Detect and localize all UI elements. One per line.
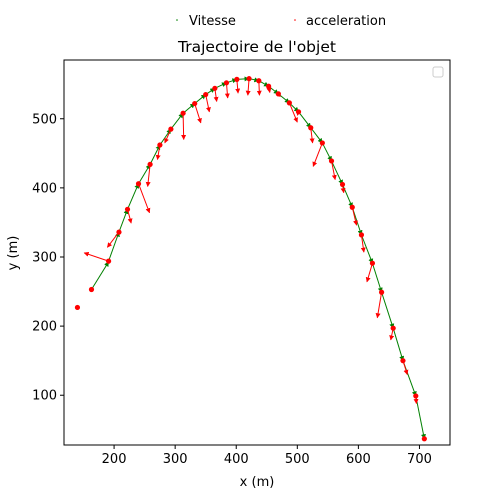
x-tick-label-700: 700 <box>407 452 432 467</box>
x-tick-label-500: 500 <box>285 452 310 467</box>
x-tick-label-600: 600 <box>346 452 371 467</box>
x-tick-label-400: 400 <box>224 452 249 467</box>
trajectory-point-12 <box>212 85 218 91</box>
velocity-arrow-2 <box>118 208 129 233</box>
trajectory-point-24 <box>339 181 346 188</box>
velocity-arrow-21 <box>321 142 332 162</box>
x-axis-title: x (m) <box>240 475 275 490</box>
trajectory-point-23 <box>328 158 335 164</box>
trajectory-point-30 <box>400 358 406 364</box>
chart-title: Trajectoire de l'objet <box>177 38 336 56</box>
velocity-arrow-23 <box>342 184 353 208</box>
trajectory-point-5 <box>135 181 142 187</box>
trajectory-point-22 <box>319 140 325 146</box>
velocity-arrow-19 <box>298 111 312 129</box>
velocity-arrow-20 <box>310 127 323 144</box>
plot-frame <box>63 59 451 446</box>
trajectory-point-18 <box>275 91 281 97</box>
velocity-arrow-5 <box>149 144 161 165</box>
trajectory-point-16 <box>256 78 262 84</box>
inner-legend-box <box>432 66 444 78</box>
legend-label-vitesse: Vitesse <box>189 14 236 29</box>
trajectory-point-0 <box>74 304 81 311</box>
acceleration-arrow-17 <box>288 102 298 123</box>
velocity-arrow-3 <box>127 183 140 210</box>
acceleration-arrow-24 <box>360 234 366 253</box>
trajectory-point-2 <box>105 258 112 264</box>
trajectory-point-6 <box>147 161 153 167</box>
trajectory-point-21 <box>308 125 314 131</box>
trajectory-point-7 <box>157 142 163 148</box>
velocity-arrow-26 <box>371 263 383 293</box>
trajectory-point-19 <box>286 100 292 106</box>
legend-marker-vitesse <box>176 19 178 21</box>
trajectory-point-28 <box>378 289 385 295</box>
acceleration-arrow-0 <box>83 251 109 262</box>
velocity-arrow-30 <box>415 395 426 440</box>
trajectory-point-27 <box>369 260 376 266</box>
acceleration-arrow-23 <box>351 207 358 226</box>
trajectory-point-20 <box>295 109 302 115</box>
trajectory-point-15 <box>246 76 252 82</box>
trajectory-point-1 <box>88 286 95 293</box>
acceleration-arrow-7 <box>181 113 187 140</box>
trajectory-point-8 <box>168 126 174 132</box>
acceleration-arrow-20 <box>312 142 323 167</box>
acceleration-arrow-25 <box>365 263 373 283</box>
y-tick-label-300: 300 <box>32 250 57 265</box>
trajectory-point-4 <box>124 206 131 212</box>
x-tick-label-300: 300 <box>163 452 188 467</box>
y-tick-label-100: 100 <box>32 389 57 404</box>
velocity-arrow-28 <box>392 328 405 362</box>
acceleration-arrow-26 <box>375 292 383 319</box>
trajectory-point-14 <box>234 76 240 82</box>
trajectory-point-10 <box>192 100 198 107</box>
velocity-arrow-7 <box>170 112 184 130</box>
trajectory-point-3 <box>116 229 122 235</box>
velocity-arrow-22 <box>331 160 343 185</box>
trajectory-point-11 <box>203 91 209 98</box>
velocity-arrow-6 <box>159 128 172 146</box>
trajectory-point-29 <box>390 325 396 331</box>
y-tick-label-200: 200 <box>32 320 57 335</box>
velocity-arrow-1 <box>108 231 120 262</box>
legend-label-acceleration: acceleration <box>306 14 386 29</box>
trajectory-point-25 <box>349 204 355 210</box>
legend-marker-acceleration <box>294 19 296 21</box>
trajectory-point-17 <box>266 83 272 89</box>
acceleration-arrow-13 <box>245 78 251 96</box>
data-marks <box>74 76 427 442</box>
top-legend: Vitesse acceleration <box>176 14 386 29</box>
y-tick-label-400: 400 <box>32 181 57 196</box>
velocity-arrow-27 <box>381 292 395 329</box>
velocity-arrow-25 <box>360 234 374 264</box>
trajectory-point-31 <box>413 393 419 399</box>
trajectory-point-9 <box>180 110 186 116</box>
trajectory-point-32 <box>421 436 427 442</box>
y-axis-title: y (m) <box>6 236 21 271</box>
trajectory-point-13 <box>223 80 230 86</box>
acceleration-arrow-21 <box>331 160 337 181</box>
velocity-arrow-4 <box>138 163 151 184</box>
trajectory-point-26 <box>358 232 365 238</box>
acceleration-arrow-4 <box>145 164 151 187</box>
acceleration-arrow-8 <box>194 103 202 124</box>
velocity-arrow-0 <box>91 261 110 290</box>
acceleration-arrow-3 <box>138 183 151 214</box>
x-tick-label-200: 200 <box>102 452 127 467</box>
acceleration-arrow-9 <box>205 94 211 113</box>
y-tick-label-500: 500 <box>32 112 57 127</box>
axis-ticks: 200 300 400 500 600 700 100 200 300 400 500 <box>32 112 432 467</box>
acceleration-arrow-1 <box>106 231 120 248</box>
